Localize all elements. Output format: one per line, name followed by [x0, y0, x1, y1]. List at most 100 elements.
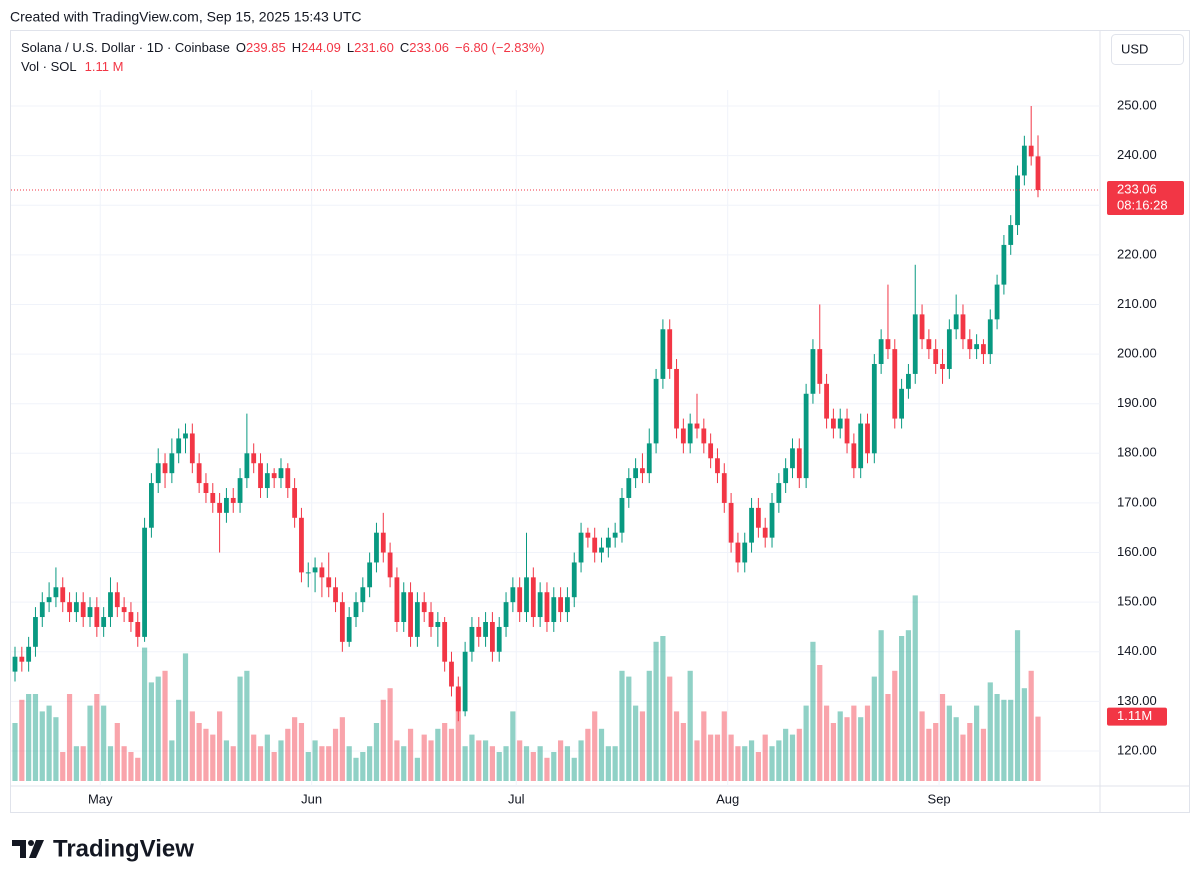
candle-body: [721, 473, 727, 503]
volume-bar: [66, 694, 73, 781]
volume-bar: [735, 746, 741, 781]
volume-bar: [817, 665, 823, 781]
volume-bar: [339, 717, 345, 781]
candle-body: [824, 383, 829, 419]
x-tick-label: Jun: [301, 791, 322, 806]
volume-bar: [558, 740, 564, 781]
volume-bar: [892, 670, 898, 781]
candle-body: [585, 532, 591, 538]
candle-body: [858, 423, 864, 469]
candle-body: [285, 468, 291, 489]
candle-body: [19, 656, 25, 662]
candle-body: [271, 473, 277, 479]
volume-bar: [12, 723, 18, 781]
volume-bar: [496, 752, 502, 781]
volume-bar: [476, 740, 482, 781]
volume-bar: [1021, 688, 1027, 781]
volume-bar: [312, 740, 318, 781]
y-tick-label: 250.00: [1117, 97, 1157, 112]
candle-body: [687, 423, 693, 444]
candle-body: [1021, 145, 1027, 176]
candle-body: [183, 433, 188, 439]
candle-body: [640, 468, 645, 474]
candle-body: [1015, 175, 1020, 226]
price-tag-value: 233.06: [1117, 181, 1157, 196]
candle-body: [408, 592, 413, 637]
candle-body: [326, 577, 332, 588]
candle-body: [960, 314, 966, 340]
candle-body: [360, 587, 366, 603]
candle-body: [619, 497, 625, 533]
volume-bar: [680, 723, 686, 781]
candle-body: [749, 507, 754, 543]
volume-bar: [864, 705, 871, 781]
currency[interactable]: USD: [1121, 41, 1148, 56]
candle-body: [755, 507, 761, 528]
candle-body: [558, 597, 563, 613]
candle-body: [953, 314, 959, 330]
volume-bar: [128, 752, 134, 781]
volume-bar: [360, 752, 366, 781]
candle-body: [455, 686, 461, 712]
volume-bar: [667, 676, 673, 781]
candle-body: [1001, 244, 1007, 285]
volume-bar: [73, 746, 79, 781]
candle-body: [60, 587, 66, 603]
candle-body: [476, 626, 482, 637]
x-tick-label: Sep: [928, 791, 951, 806]
volume-bar: [353, 757, 359, 781]
frame: [10, 30, 1190, 813]
candle-body: [353, 602, 359, 618]
candle-body: [80, 602, 86, 618]
y-tick-label: 130.00: [1117, 693, 1157, 708]
l-key: L: [347, 40, 354, 55]
volume-bar: [796, 728, 802, 781]
candle-body: [940, 364, 945, 369]
currency-button[interactable]: [1111, 34, 1184, 65]
candle-body: [155, 463, 161, 484]
volume-bar: [598, 728, 605, 781]
volume-bar: [373, 723, 380, 781]
volume-bar: [414, 757, 420, 781]
volume-bar: [94, 694, 100, 781]
candle-body: [551, 597, 557, 622]
volume-bar: [605, 746, 611, 781]
volume-bar: [653, 641, 659, 781]
volume-bar: [748, 740, 755, 781]
candles: [12, 106, 1041, 722]
volume-bar: [823, 705, 830, 781]
volume-bar: [148, 682, 154, 781]
volume-bar: [87, 705, 93, 781]
volume-bar: [960, 734, 966, 781]
volume-bar: [264, 734, 270, 781]
candle-body: [899, 388, 904, 419]
volume-bar: [967, 723, 973, 781]
volume-bar: [762, 734, 768, 781]
volume-bar: [210, 734, 216, 781]
candle-body: [912, 314, 918, 374]
candle-body: [1008, 225, 1014, 245]
volume-bar: [530, 752, 536, 781]
candle-body: [67, 602, 72, 613]
candle-body: [708, 443, 714, 459]
candle-body: [987, 319, 993, 355]
candle-body: [605, 537, 611, 548]
volume-bar: [421, 734, 427, 781]
volume-bar: [435, 728, 441, 781]
volume-bar: [176, 699, 182, 781]
y-tick-label: 210.00: [1117, 296, 1157, 311]
volume-bar: [523, 746, 530, 781]
candle-body: [114, 592, 120, 608]
x-tick-label: Jul: [508, 791, 525, 806]
volume-bar: [367, 746, 373, 781]
vol-value: 1.11 M: [85, 59, 124, 74]
volume-bar: [544, 757, 550, 781]
candle-body: [394, 577, 400, 622]
candle-body: [919, 314, 925, 340]
candle-body: [871, 364, 877, 454]
volume-bar: [155, 676, 161, 781]
volume-bar: [905, 630, 912, 781]
volume-bar: [121, 746, 127, 781]
volume-bar: [742, 746, 748, 781]
volume-bar: [182, 653, 189, 781]
